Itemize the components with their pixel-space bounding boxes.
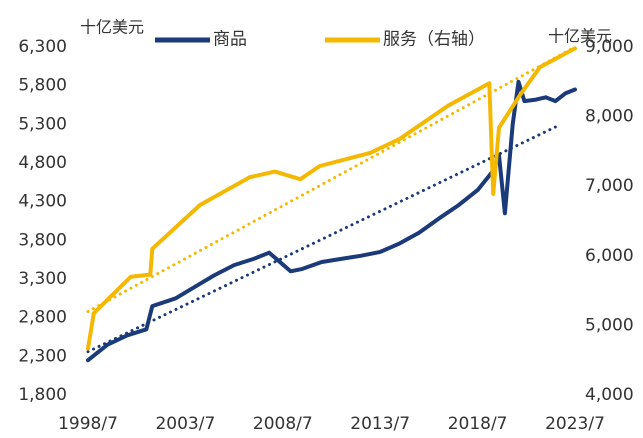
y2-axis-label: 十亿美元 <box>548 27 612 46</box>
x-tick-label: 2008/7 <box>253 414 313 434</box>
y-tick-label: 5,800 <box>18 76 67 96</box>
y-tick-label: 4,300 <box>18 192 67 212</box>
y2-tick-label: 7,000 <box>585 176 634 196</box>
y-tick-label: 2,800 <box>18 308 67 328</box>
y-tick-label: 5,300 <box>18 114 67 134</box>
trend-line <box>86 45 577 313</box>
trend-line <box>86 123 561 354</box>
y-tick-label: 2,300 <box>18 346 67 366</box>
y2-tick-label: 6,000 <box>585 246 634 266</box>
y-axis-label: 十亿美元 <box>80 18 144 37</box>
x-tick-label: 2003/7 <box>155 414 215 434</box>
x-tick-label: 1998/7 <box>58 414 118 434</box>
y-tick-label: 6,300 <box>18 37 67 57</box>
legend-label: 服务（右轴） <box>383 30 485 50</box>
y2-tick-label: 5,000 <box>585 315 634 335</box>
y-tick-label: 3,800 <box>18 230 67 250</box>
x-tick-label: 2013/7 <box>350 414 410 434</box>
legend-label: 商品 <box>213 30 247 50</box>
y-tick-label: 1,800 <box>18 385 67 405</box>
y-tick-label: 3,300 <box>18 269 67 289</box>
y2-tick-label: 4,000 <box>585 385 634 405</box>
y2-tick-label: 9,000 <box>585 37 634 57</box>
x-tick-label: 2023/7 <box>545 414 605 434</box>
y-tick-label: 4,800 <box>18 153 67 173</box>
series-line <box>86 46 577 351</box>
x-tick-label: 2018/7 <box>448 414 508 434</box>
y2-tick-label: 8,000 <box>585 107 634 127</box>
